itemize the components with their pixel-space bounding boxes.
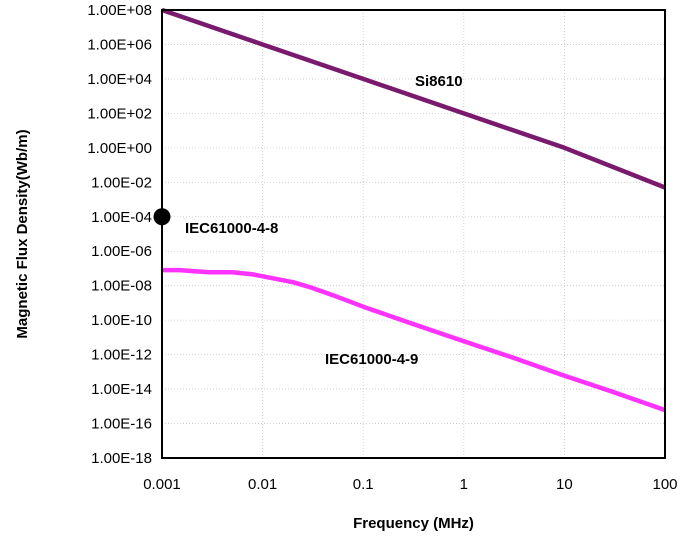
y-tick-label: 1.00E-14 — [91, 381, 152, 398]
x-tick-labels: 0.001 0.01 0.1 1 10 100 — [143, 476, 677, 493]
x-tick-label: 0.001 — [143, 476, 181, 493]
y-tick-label: 1.00E-18 — [91, 450, 152, 467]
iec61000-4-8-label: IEC61000-4-8 — [185, 220, 278, 237]
series-labels: Si8610 IEC61000-4-9 IEC61000-4-8 — [185, 73, 463, 368]
x-axis-title: Frequency (MHz) — [353, 515, 474, 532]
iec61000-4-9-label: IEC61000-4-9 — [325, 351, 418, 368]
y-tick-label: 1.00E+04 — [87, 71, 152, 88]
y-tick-label: 1.00E-02 — [91, 174, 152, 191]
si8610-label: Si8610 — [415, 73, 463, 90]
y-tick-label: 1.00E-16 — [91, 416, 152, 433]
x-tick-label: 0.1 — [353, 476, 374, 493]
x-tick-label: 1 — [460, 476, 468, 493]
plot-frame — [161, 9, 666, 459]
x-tick-label: 0.01 — [248, 476, 277, 493]
y-tick-label: 1.00E+00 — [87, 140, 152, 157]
y-tick-label: 1.00E-04 — [91, 209, 152, 226]
y-tick-label: 1.00E+06 — [87, 36, 152, 53]
y-tick-label: 1.00E+08 — [87, 2, 152, 19]
si8610-line — [161, 7, 666, 190]
y-axis-title: Magnetic Flux Density(Wb/m) — [14, 129, 31, 338]
y-tick-label: 1.00E-10 — [91, 312, 152, 329]
y-tick-label: 1.00E-12 — [91, 347, 152, 364]
x-tick-label: 10 — [556, 476, 573, 493]
iec61000-4-9-line — [162, 267, 666, 413]
y-tick-labels: 1.00E+08 1.00E+06 1.00E+04 1.00E+02 1.00E+00… — [87, 2, 152, 467]
x-tick-label: 100 — [652, 476, 677, 493]
y-tick-label: 1.00E+02 — [87, 105, 152, 122]
y-tick-label: 1.00E-08 — [91, 278, 152, 295]
y-tick-label: 1.00E-06 — [91, 243, 152, 260]
